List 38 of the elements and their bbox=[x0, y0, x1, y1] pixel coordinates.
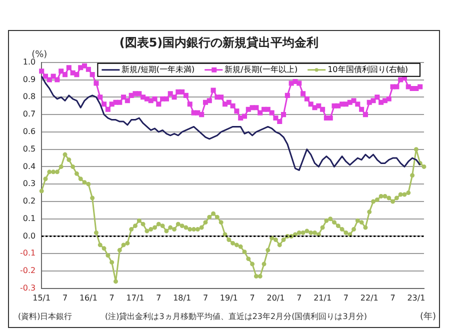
x-tick-label: 18/1 bbox=[173, 293, 192, 302]
y-tick-label: -0.1 bbox=[20, 248, 36, 258]
x-axis-title: (年) bbox=[420, 310, 436, 322]
y-tick-label: -0.2 bbox=[20, 266, 36, 276]
y-tick-label: 0.0 bbox=[22, 231, 36, 240]
y-tick-label: 0.2 bbox=[22, 196, 36, 206]
y-tick-label: 0.1 bbox=[22, 214, 36, 223]
x-tick-label: 7 bbox=[343, 293, 349, 302]
x-tick-label: 7 bbox=[62, 293, 68, 302]
y-tick-label: 0.8 bbox=[22, 92, 36, 102]
x-tick-label: 23/1 bbox=[407, 293, 426, 302]
x-tick-label: 15/1 bbox=[32, 293, 51, 302]
x-tick-label: 16/1 bbox=[79, 293, 98, 302]
x-tick-label: 17/1 bbox=[126, 293, 144, 302]
legend-label: 新規/長期(一年以上) bbox=[224, 64, 298, 74]
y-tick-label: -0.3 bbox=[20, 283, 36, 292]
chart-title: (図表5)国内銀行の新規貸出平均金利 bbox=[119, 35, 319, 50]
y-tick-label: 1.0 bbox=[22, 57, 36, 66]
legend-label: 10年国債利回り(右軸) bbox=[328, 64, 408, 74]
y-tick-label: 0.7 bbox=[22, 110, 36, 119]
y-tick-label: 0.5 bbox=[22, 144, 36, 154]
text: (資料)日本銀行 bbox=[18, 312, 72, 322]
x-tick-label: 7 bbox=[156, 293, 162, 302]
x-tick-label: 20/1 bbox=[266, 293, 285, 302]
x-tick-label: 7 bbox=[109, 293, 114, 302]
legend-label: 新規/短期(一年未満) bbox=[122, 64, 195, 74]
y-tick-label: 0.6 bbox=[22, 127, 36, 136]
x-tick-label: 21/1 bbox=[314, 293, 332, 302]
x-tick-label: 7 bbox=[250, 293, 255, 302]
y-tick-label: 0.9 bbox=[22, 74, 36, 84]
x-tick-label: 7 bbox=[202, 293, 208, 302]
y-tick-label: 0.3 bbox=[22, 179, 36, 188]
x-tick-label: 19/1 bbox=[220, 293, 238, 302]
x-tick-label: 7 bbox=[390, 293, 396, 302]
x-tick-label: 22/1 bbox=[360, 293, 378, 302]
text: (注)貸出金利は3ヵ月移動平均値、直近は23年2月分(国債利回りは3月分) bbox=[105, 312, 367, 322]
x-tick-label: 7 bbox=[296, 293, 302, 302]
y-tick-label: 0.4 bbox=[22, 162, 36, 171]
